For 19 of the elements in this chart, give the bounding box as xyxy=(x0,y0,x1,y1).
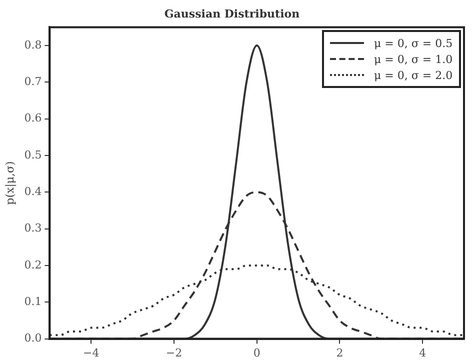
x-tick-label: 2 xyxy=(336,346,344,360)
x-tick-label: −4 xyxy=(83,346,100,360)
legend-label: μ = 0, σ = 2.0 xyxy=(374,68,453,82)
y-tick-label: 0.8 xyxy=(24,38,42,52)
y-tick-label: 0.4 xyxy=(24,185,42,198)
y-tick-label: 0.5 xyxy=(24,148,42,162)
legend-label: μ = 0, σ = 1.0 xyxy=(374,52,453,66)
x-tick-label: −2 xyxy=(166,346,182,360)
x-tick-label: 4 xyxy=(419,346,426,360)
y-tick-label: 0.7 xyxy=(24,75,42,88)
legend-label: μ = 0, σ = 0.5 xyxy=(374,36,453,50)
x-tick-label: 0 xyxy=(253,346,260,360)
y-tick-label: 0.1 xyxy=(24,295,42,308)
chart-title: Gaussian Distribution xyxy=(164,7,300,20)
y-axis-title: p(x|μ,σ) xyxy=(3,161,16,205)
y-tick-label: 0.2 xyxy=(24,258,42,272)
y-tick-label: 0.6 xyxy=(24,112,42,125)
y-tick-label: 0.0 xyxy=(24,332,42,345)
y-tick-label: 0.3 xyxy=(24,222,42,235)
